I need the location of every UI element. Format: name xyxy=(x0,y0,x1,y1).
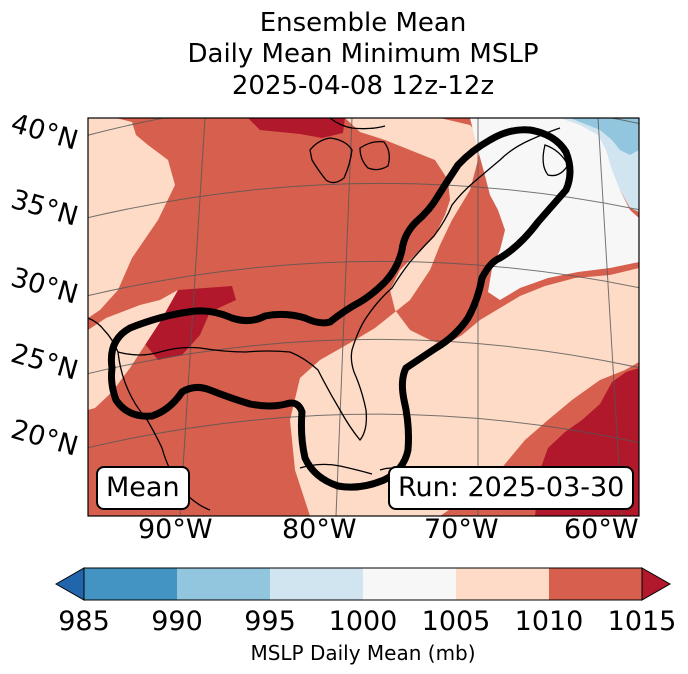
colorbar-bin-995 xyxy=(270,568,363,600)
mean-annotation: Mean xyxy=(96,466,190,510)
colorbar-tick-1015: 1015 xyxy=(607,606,677,637)
lon-label-80: 80°W xyxy=(282,514,357,545)
colorbar-tick-990: 990 xyxy=(151,606,203,637)
colorbar-bin-1010 xyxy=(549,568,642,600)
colorbar-tick-1000: 1000 xyxy=(328,606,398,637)
colorbar-bin-985 xyxy=(84,568,177,600)
pressure-field-1005-east xyxy=(290,118,639,516)
lon-label-60: 60°W xyxy=(564,514,639,545)
mean-pressure-contour xyxy=(107,126,574,491)
map-frame xyxy=(87,117,640,517)
colorbar-frame xyxy=(83,567,643,601)
colorbar-bin-1000 xyxy=(363,568,456,600)
colorbar-tick-1005: 1005 xyxy=(421,606,491,637)
run-annotation: Run: 2025-03-30 xyxy=(388,466,635,510)
colorbar-tick-1010: 1010 xyxy=(514,606,584,637)
graticule xyxy=(88,118,639,516)
colorbar-bin-1005 xyxy=(456,568,549,600)
colorbar-bin-990 xyxy=(177,568,270,600)
colorbar-tick-995: 995 xyxy=(244,606,296,637)
pressure-field-1005 xyxy=(88,118,175,318)
pressure-field-1015-north xyxy=(248,118,345,138)
lon-label-70: 70°W xyxy=(424,514,499,545)
colorbar xyxy=(54,567,672,601)
lon-label-90: 90°W xyxy=(138,514,213,545)
title-line-2: Daily Mean Minimum MSLP xyxy=(187,39,539,69)
colorbar-extend-low xyxy=(54,567,85,601)
pressure-field-990 xyxy=(570,118,639,155)
colorbar-tick-985: 985 xyxy=(58,606,110,637)
pressure-field-1000 xyxy=(470,118,639,300)
colorbar-label: MSLP Daily Mean (mb) xyxy=(250,641,476,665)
pressure-field-1015-gulf xyxy=(145,286,236,360)
colorbar-extend-high xyxy=(641,567,672,601)
title-line-1: Ensemble Mean xyxy=(259,8,467,38)
title-line-3: 2025-04-08 12z-12z xyxy=(231,71,495,101)
